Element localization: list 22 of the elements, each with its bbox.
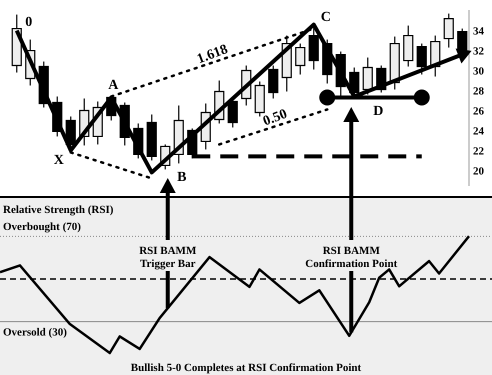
annotation: Bullish 5-0 Completes at RSI Confirmation Point [130,362,362,374]
annotation: 0.50 [261,106,290,130]
y-tick-label: 28 [473,85,484,98]
annotation: C [320,10,331,26]
y-tick-label: 22 [473,145,484,158]
y-tick-label: 24 [473,125,484,138]
y-tick-label: 20 [473,165,484,178]
ref-line-label: Overbought (70) [3,221,82,234]
annotation: 1.618 [195,42,230,68]
annotation: 0 [25,15,32,30]
annotation: D [373,104,384,120]
y-tick-label: 26 [473,105,484,118]
annotation: B [177,170,186,186]
y-tick-label: 32 [473,45,484,58]
annotation: X [54,153,64,168]
text: Relative Strength (RSI) [3,204,114,216]
annotation: RSI BAMM Trigger Bar [139,244,197,270]
y-tick-label: 30 [473,65,484,78]
annotation: A [108,78,120,94]
annotation: RSI BAMM Confirmation Point [305,244,398,270]
ref-line-label: Oversold (30) [3,326,68,339]
y-tick-label: 34 [473,25,484,38]
